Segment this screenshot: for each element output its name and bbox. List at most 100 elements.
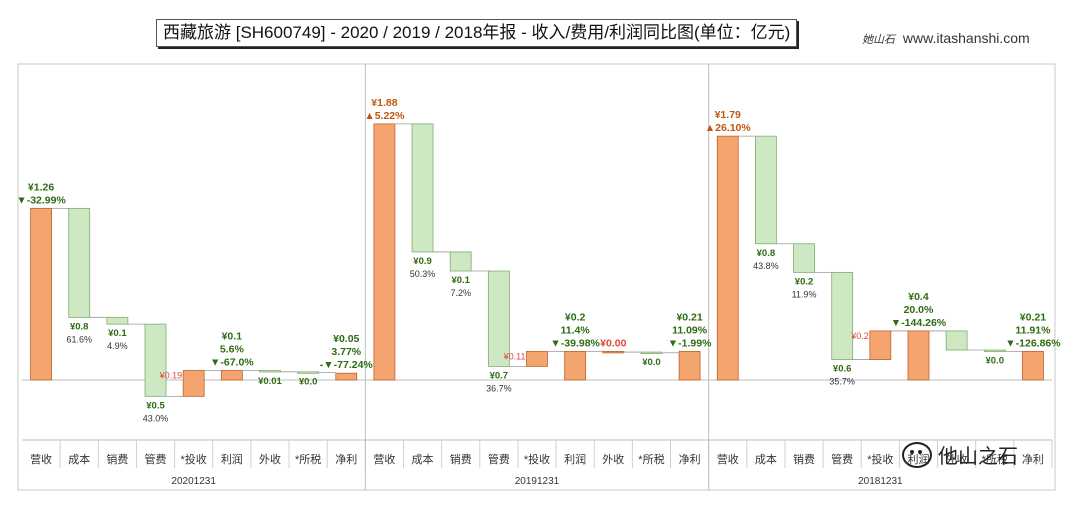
decrease-bar [106, 316, 129, 325]
data-label: ¥0.0 [642, 357, 661, 368]
decrease-bar [68, 207, 91, 318]
category-label: *所税 [638, 452, 664, 466]
decrease-bar [831, 271, 854, 360]
increase-bar [602, 350, 625, 354]
category-label: 营收 [30, 452, 52, 466]
category-label: 净利 [679, 452, 701, 466]
data-label: 43.8% [753, 261, 779, 271]
data-label: ▼-67.0% [210, 356, 254, 368]
watermark: 他山之石 [902, 440, 1018, 469]
data-label: ¥0.11 [503, 351, 526, 361]
data-label: 20.0% [904, 304, 934, 316]
decrease-bar [945, 330, 968, 351]
data-label: 11.9% [792, 289, 817, 299]
category-label: *投收 [524, 452, 550, 466]
increase-bar [907, 330, 930, 381]
data-label: ¥0.0 [986, 355, 1005, 366]
data-label: ▲5.22% [364, 110, 405, 122]
period-label: 20201231 [171, 476, 216, 487]
category-label: 利润 [564, 452, 586, 466]
data-label: 7.2% [450, 288, 471, 298]
data-label: ¥0.21 [1020, 311, 1046, 323]
data-label: ¥0.2 [565, 311, 586, 323]
increase-bar [869, 330, 892, 360]
period-label: 20181231 [858, 476, 903, 487]
increase-bar [373, 123, 396, 381]
decrease-bar [297, 371, 320, 374]
data-label: ¥0.1 [222, 330, 243, 342]
category-label: 成本 [412, 452, 434, 466]
category-label: 销费 [793, 452, 815, 466]
brand-mark: 她山石 [862, 33, 895, 46]
data-label: ¥0.7 [490, 370, 509, 381]
data-label: ▼-1.99% [668, 337, 712, 349]
data-label: ¥0.8 [70, 321, 89, 332]
data-label: ¥0.2 [850, 331, 869, 341]
category-label: 管费 [831, 452, 853, 466]
data-label: -▼-77.24% [320, 359, 374, 371]
data-label: 50.3% [410, 269, 436, 279]
decrease-bar [144, 323, 167, 397]
category-label: 成本 [755, 452, 777, 466]
data-label: 5.6% [220, 343, 245, 355]
category-label: *所税 [982, 452, 1008, 466]
data-label: ¥1.88 [371, 97, 397, 109]
brand: 她山石 www.itashanshi.com [862, 30, 1030, 47]
category-label: 管费 [145, 452, 167, 466]
data-label: ¥1.26 [28, 181, 54, 193]
brand-site: www.itashanshi.com [902, 30, 1030, 46]
data-label: ¥0.00 [600, 337, 626, 349]
period-label: 20191231 [515, 476, 560, 487]
data-label: 11.4% [561, 324, 591, 336]
data-label: 43.0% [143, 413, 169, 423]
chart-title: 西藏旅游 [SH600749] - 2020 / 2019 / 2018年报 -… [156, 19, 798, 47]
category-label: 营收 [373, 452, 395, 466]
data-label: 11.09% [672, 324, 708, 336]
category-label: 外收 [259, 452, 281, 466]
increase-bar [220, 370, 243, 381]
category-label: 营收 [717, 452, 739, 466]
bars-layer [30, 123, 1044, 397]
data-label: ¥0.0 [299, 377, 318, 388]
data-label: ¥0.05 [333, 333, 359, 345]
category-label: 成本 [68, 452, 90, 466]
increase-bar [335, 372, 358, 381]
category-label: 管费 [488, 452, 510, 466]
increase-bar [182, 370, 205, 397]
data-label: ¥0.8 [757, 248, 776, 259]
data-label: ¥0.1 [108, 328, 127, 339]
data-label: 35.7% [829, 377, 855, 387]
data-label: ▼-32.99% [16, 194, 66, 206]
category-label: 净利 [1022, 452, 1044, 466]
data-label: ▼-39.98% [550, 337, 600, 349]
decrease-bar [983, 349, 1006, 352]
increase-bar [678, 350, 701, 381]
data-label: ¥0.4 [908, 291, 929, 303]
category-label: *所税 [295, 452, 321, 466]
data-label: 11.91% [1015, 324, 1051, 336]
data-label: ¥0.01 [258, 376, 282, 387]
data-label: ¥0.9 [413, 256, 432, 267]
data-label: ¥0.6 [833, 364, 852, 375]
decrease-bar [259, 370, 281, 373]
decrease-bar [411, 123, 434, 253]
data-label: 61.6% [66, 334, 92, 344]
labels-layer: ¥1.26▼-32.99% ¥0.8 61.6% ¥0.1 4.9% ¥0.5 43.0% ¥… [16, 97, 1061, 423]
decrease-bar [793, 243, 815, 273]
data-label: ¥0.5 [146, 400, 165, 411]
increase-bar [526, 350, 548, 367]
data-label: ¥0.1 [451, 275, 470, 286]
category-label: 利润 [221, 452, 243, 466]
data-label: ¥0.2 [795, 276, 814, 287]
data-label: ▼-144.26% [891, 317, 947, 329]
data-label: 36.7% [486, 383, 512, 393]
increase-bar [716, 135, 739, 381]
category-label: 净利 [335, 452, 357, 466]
decrease-bar [754, 135, 777, 245]
decrease-bar [449, 251, 472, 272]
category-label: *投收 [181, 452, 207, 466]
data-label: ¥1.79 [715, 109, 741, 121]
wechat-icon [902, 441, 932, 468]
